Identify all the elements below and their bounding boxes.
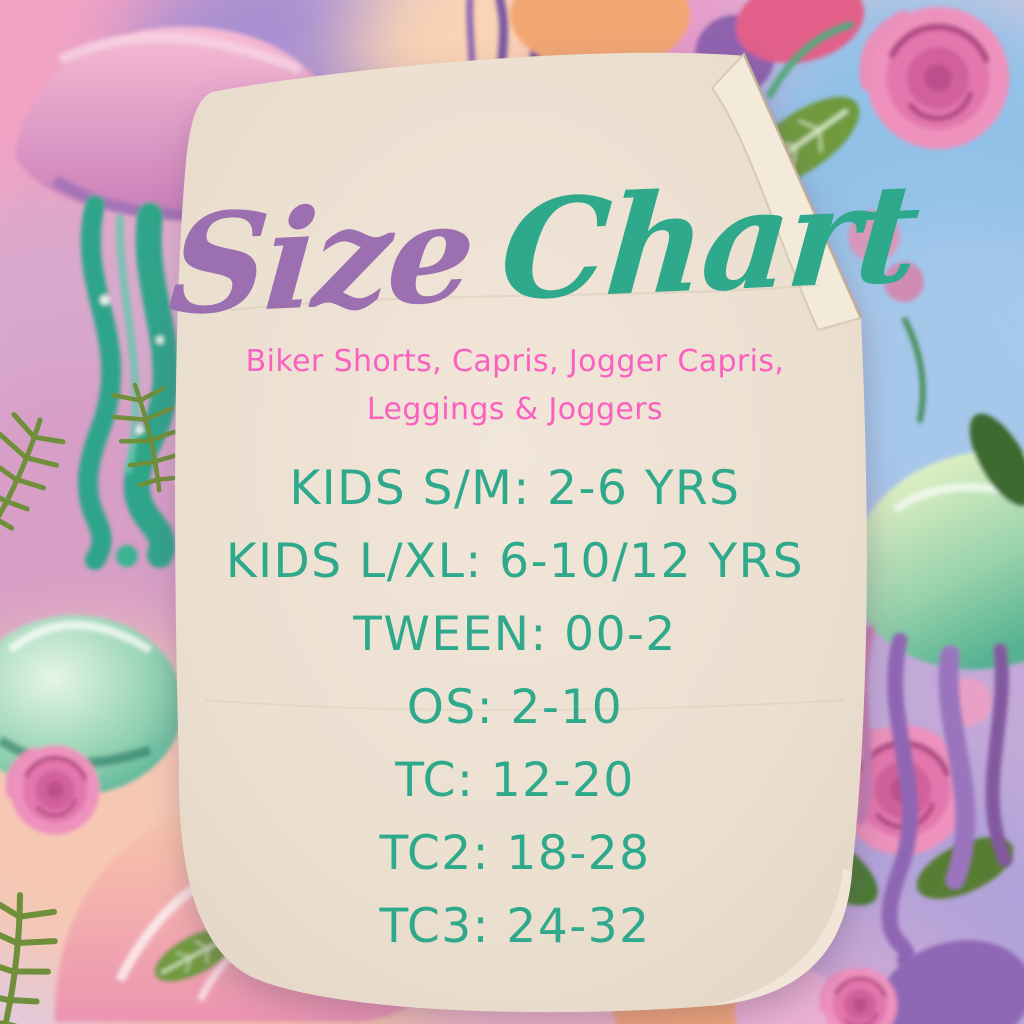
rose-top-right-icon [730,7,1009,423]
paper-curl-bottom-right [708,868,852,1006]
paper-crease-line-2 [204,699,846,712]
jellyfish-bottom-left-icon [0,615,183,835]
paper-fold-crease [742,53,863,319]
paper-card [175,52,867,1013]
paper-crease-line [229,284,821,311]
jellyfish-right-icon [851,413,1024,968]
paper-fold-corner [710,52,863,332]
